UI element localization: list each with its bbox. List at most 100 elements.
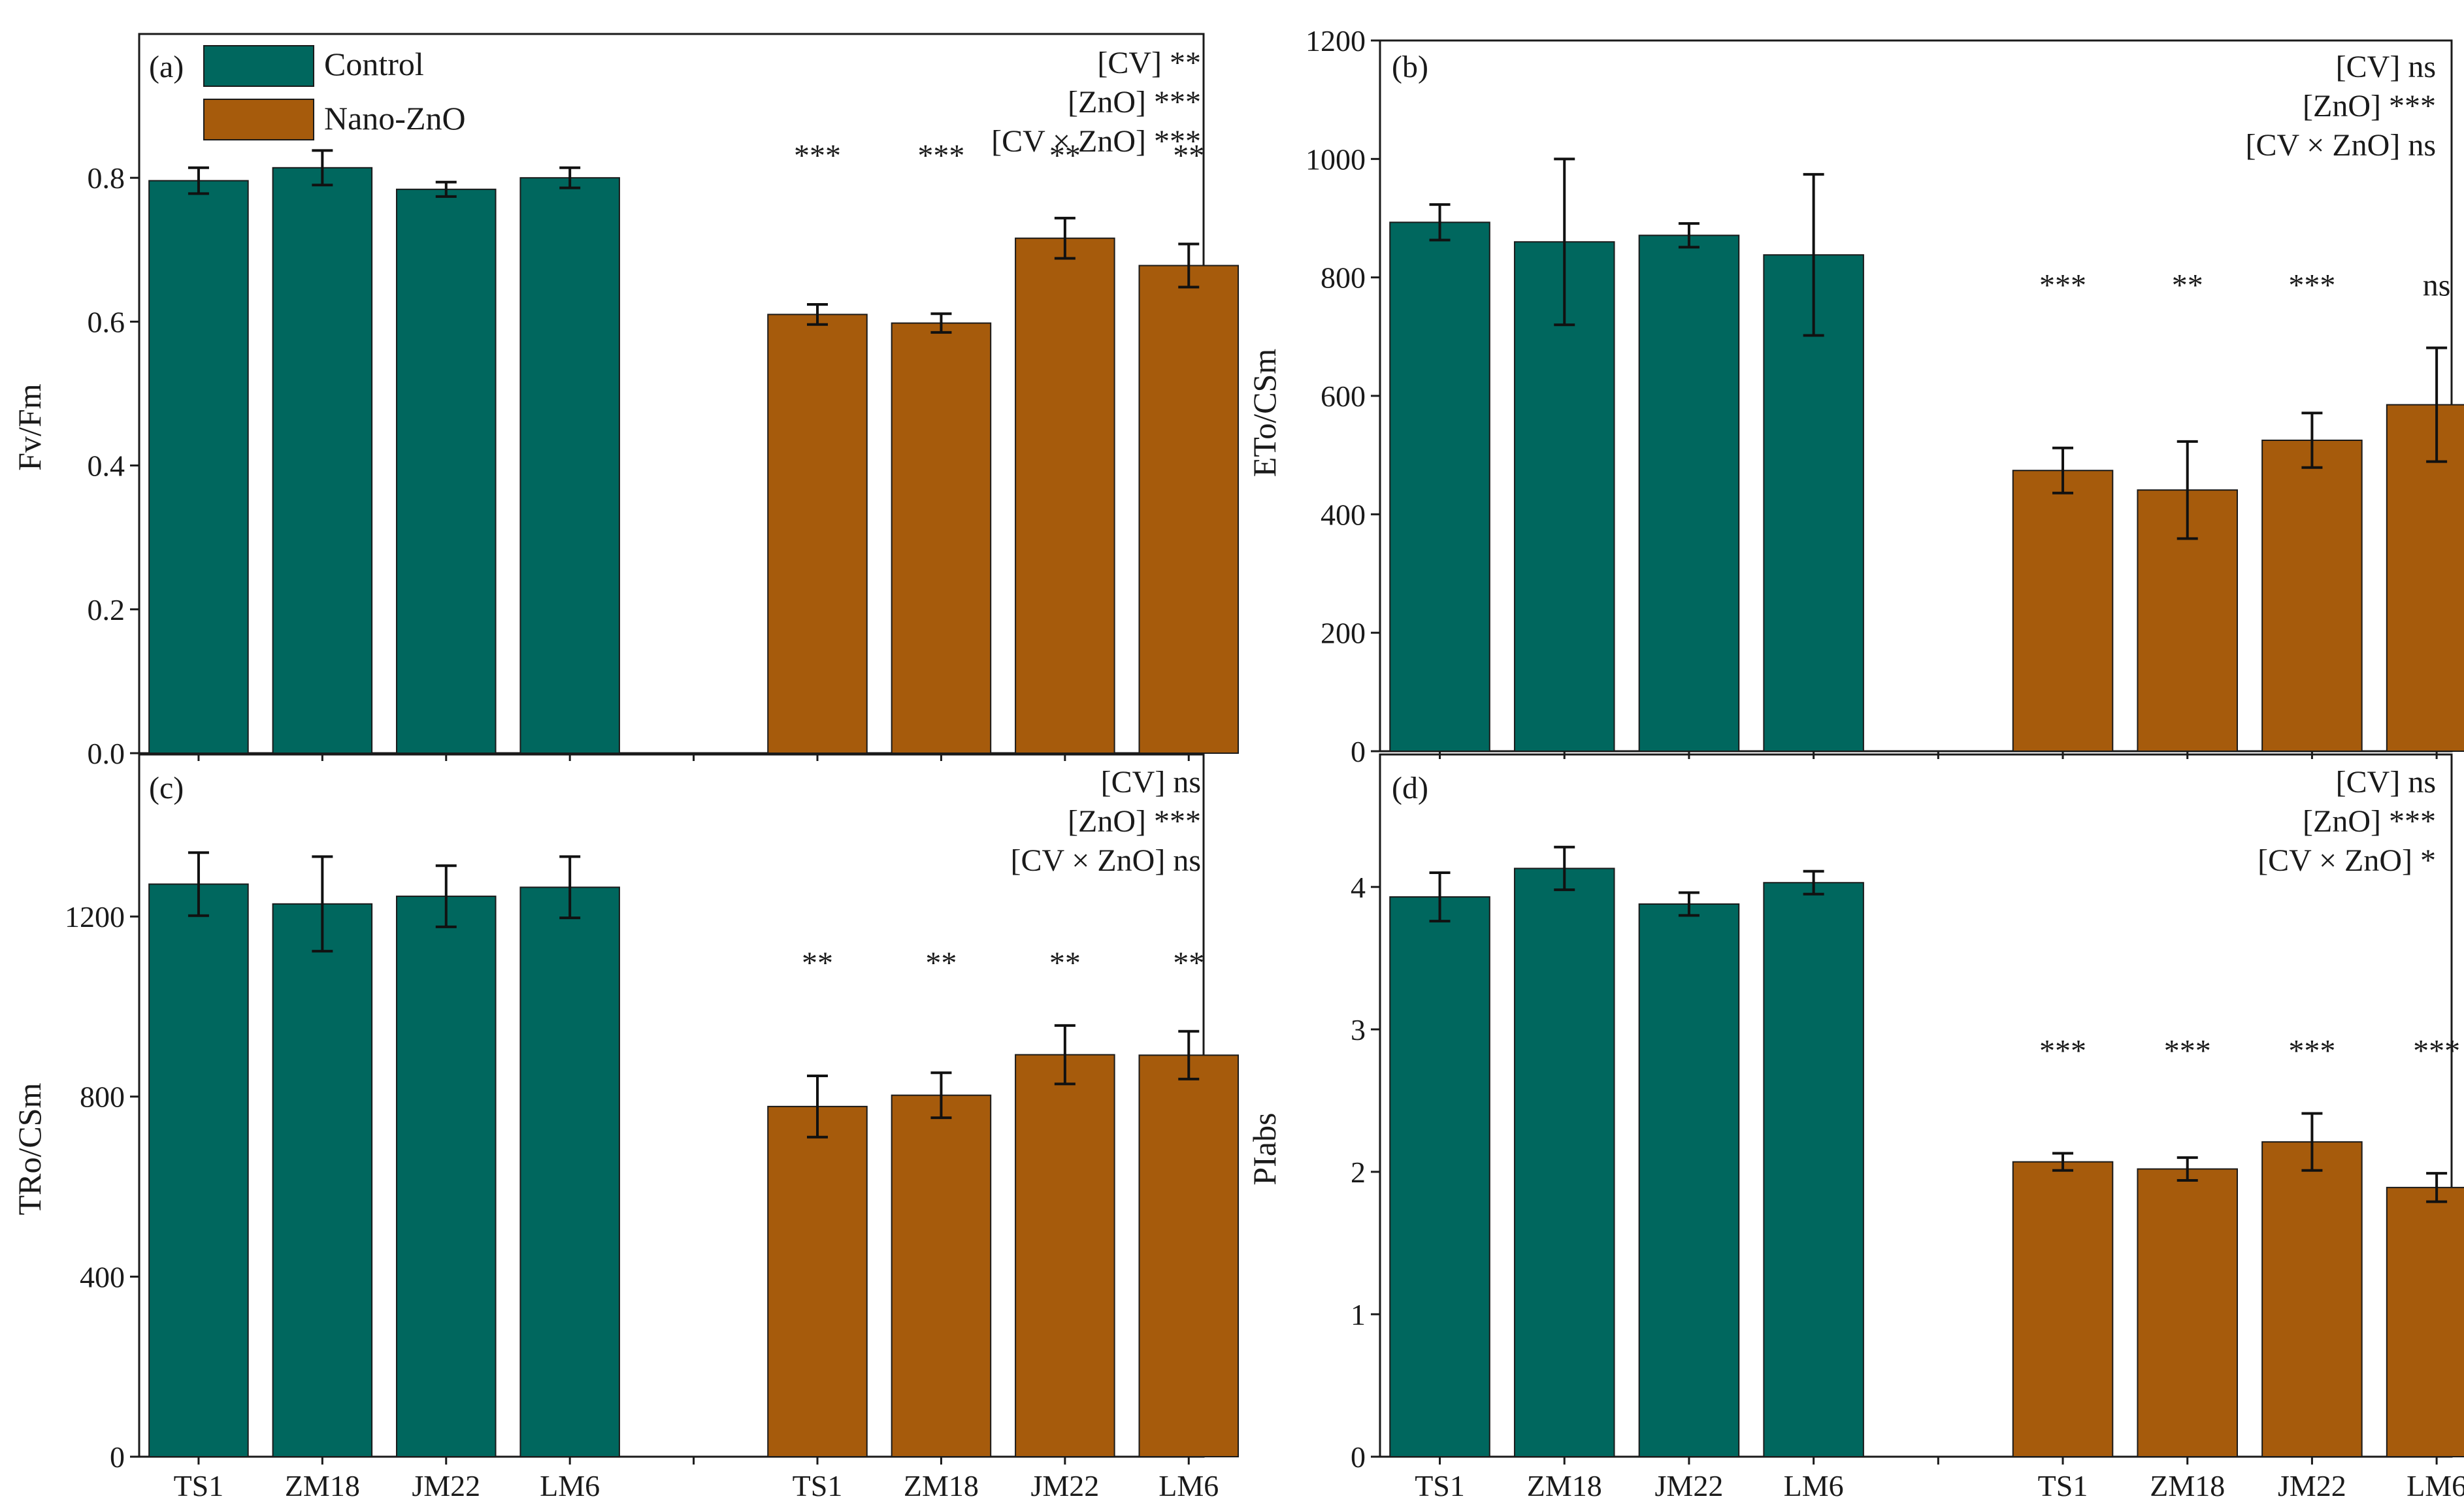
significance-label: ** [925,946,957,980]
y-tick-label: 0.2 [88,593,125,626]
x-tick-label: TS1 [174,1469,224,1502]
panel-1: 0.00.20.40.60.8Fv/Fm(a)*** *** ** **[CV] **… [11,33,1240,770]
bar-nano [767,1105,868,1457]
y-tick-label: 600 [1321,380,1366,413]
bar-nano [2386,1186,2464,1458]
stat-text: [CV × ZnO] * [2258,843,2436,878]
bar-nano [2012,1161,2114,1458]
bar-control [1513,867,1615,1457]
y-axis-label: PIabs [1246,1112,1283,1185]
y-tick-label: 1 [1351,1298,1366,1331]
significance-label: *** [2039,1033,2086,1068]
significance-label: *** [2164,1033,2211,1068]
x-tick-label: TS1 [1415,1469,1465,1502]
stat-text: [ZnO] *** [1068,85,1201,120]
bar-nano [891,322,992,754]
significance-label: *** [2288,268,2335,303]
panels: 0.00.20.40.60.8Fv/Fm(a)*** *** ** **[CV] **… [11,24,2464,1502]
y-tick-label: 0.8 [88,161,125,195]
significance-label: ** [1049,946,1081,980]
significance-label: ns [2423,268,2451,303]
y-tick-label: 0 [1351,1440,1366,1474]
stat-text: [ZnO] *** [2303,804,2436,839]
bar-control [395,188,497,754]
bar-control [272,167,373,754]
bar-nano [2261,440,2363,752]
bar-control [1638,235,1740,752]
x-tick-label: JM22 [412,1469,480,1502]
bar-nano [2012,470,2114,752]
legend-label-nano: Nano-ZnO [324,100,466,137]
bar-nano [1015,237,1115,754]
stat-text: [CV × ZnO] ns [2245,128,2436,163]
y-axis-label: Fv/Fm [11,383,48,471]
bar-nano [1015,1054,1115,1458]
bar-control [1389,221,1490,752]
significance-label: *** [794,138,841,173]
significance-label: *** [2288,1033,2335,1068]
y-tick-label: 200 [1321,617,1366,650]
bar-control [395,896,497,1457]
legend-label-control: Control [324,46,424,82]
bar-nano [891,1094,992,1457]
stat-text: [CV × ZnO] *** [991,124,1201,159]
significance-label: ** [2172,268,2203,303]
x-tick-label: TS1 [793,1469,843,1502]
panel-4: 0 1 2 3 4 PIabs (d) TS1 ZM18 JM22 LM6 TS1 *** ZM18 ***… [1246,753,2464,1502]
y-tick-label: 3 [1351,1013,1366,1046]
x-tick-label: ZM18 [904,1469,979,1502]
stat-text: [CV] ** [1097,46,1201,80]
y-tick-label: 0.6 [88,305,125,338]
y-tick-label: 1200 [1306,24,1366,57]
panel-tag: (c) [149,771,184,805]
significance-label: ** [802,946,833,980]
y-axis-label: TRo/CSm [11,1082,48,1215]
stat-text: [ZnO] *** [2303,89,2436,123]
stat-text: [CV] ns [1101,765,1201,800]
legend-swatch-nano [203,99,314,140]
bar-control [1513,241,1615,752]
bar-control [1638,903,1740,1457]
bar-control [519,886,620,1457]
bar-control [148,883,249,1457]
bar-nano [1138,1054,1240,1458]
panel-3: 0 400 800 1200 TRo/CSm (c) TS1 ZM18 JM22 LM6 TS1 **… [11,753,1240,1502]
x-tick-label: LM6 [1158,1469,1219,1502]
y-tick-label: 4 [1351,871,1366,904]
y-tick-label: 1000 [1306,142,1366,176]
x-tick-label: ZM18 [2150,1469,2225,1502]
significance-label: *** [2039,268,2086,303]
panel-frame [1379,753,2453,1458]
panel-tag: (b) [1392,50,1428,84]
bar-control [1763,254,1864,753]
x-tick-label: TS1 [2038,1469,2088,1502]
y-axis-label: ETo/CSm [1246,349,1283,478]
bar-control [519,177,620,754]
y-tick-label: 0 [1351,735,1366,768]
x-tick-label: LM6 [1784,1469,1844,1502]
y-tick-label: 0.4 [88,449,125,483]
legend: Control Nano-ZnO [203,45,466,140]
stat-text: [ZnO] *** [1068,804,1201,839]
y-tick-label: 2 [1351,1156,1366,1189]
legend-swatch-control [203,45,314,87]
significance-label: *** [917,138,964,173]
x-tick-label: ZM18 [1527,1469,1602,1502]
bar-nano [2261,1141,2363,1457]
significance-label: *** [2413,1033,2460,1068]
y-tick-label: 0.0 [88,737,125,770]
bar-control [1389,896,1490,1457]
y-tick-label: 800 [80,1080,125,1114]
bar-nano [2386,404,2464,752]
bar-nano [1138,265,1240,754]
x-tick-label: LM6 [2407,1469,2464,1502]
y-tick-label: 400 [1321,498,1366,531]
y-tick-label: 800 [1321,261,1366,295]
y-tick-label: 1200 [65,900,125,933]
bar-nano [2137,1168,2239,1457]
y-tick-label: 400 [80,1260,125,1293]
bar-nano [767,314,868,754]
x-tick-label: JM22 [2278,1469,2346,1502]
